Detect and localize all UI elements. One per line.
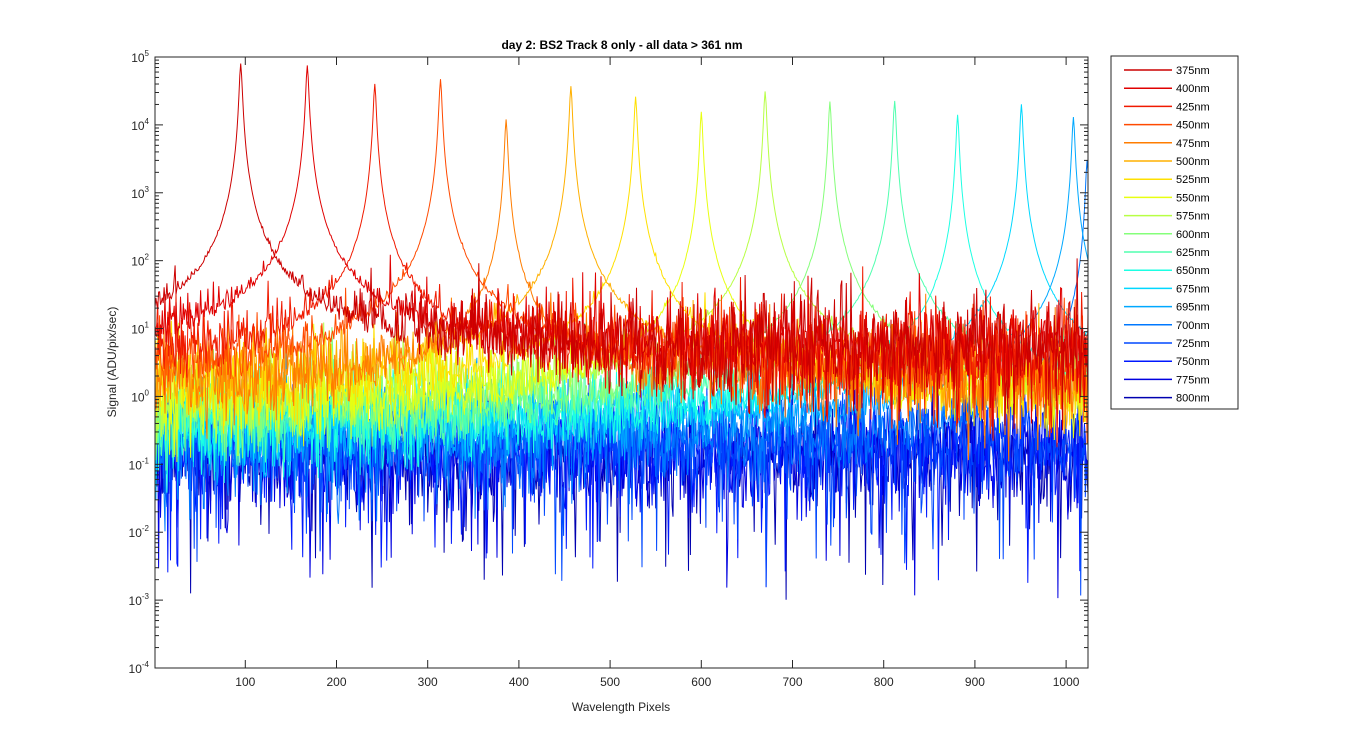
x-tick-label: 400 [509,675,529,689]
y-tick-label: 10-1 [129,456,150,472]
legend-label-575nm: 575nm [1176,211,1210,223]
x-tick-label: 300 [418,675,438,689]
y-tick-label: 100 [131,388,149,404]
legend-label-675nm: 675nm [1176,283,1210,295]
x-tick-label: 700 [782,675,802,689]
legend: 375nm 400nm 425nm 450nm 475nm 500nm 525nm 550nm… [1110,55,1239,410]
legend-label-725nm: 725nm [1176,338,1210,350]
x-tick-label: 100 [235,675,255,689]
y-tick-label: 104 [131,117,149,133]
legend-label-550nm: 550nm [1176,192,1210,204]
series-line-775nm [154,348,1089,599]
legend-label-625nm: 625nm [1176,247,1210,259]
legend-label-450nm: 450nm [1176,120,1210,132]
y-tick-label: 105 [131,49,149,65]
x-tick-label: 800 [874,675,894,689]
legend-box [1110,55,1239,410]
legend-label-695nm: 695nm [1176,302,1210,314]
legend-label-525nm: 525nm [1176,174,1210,186]
legend-label-650nm: 650nm [1176,265,1210,277]
x-tick-label: 500 [600,675,620,689]
y-tick-label: 101 [131,321,149,337]
axes-layer: 100 200 300 400 500 600 700 800 900 1000 105 104 103… [129,49,1088,689]
legend-label-425nm: 425nm [1176,101,1210,113]
y-tick-label: 10-3 [129,592,150,608]
y-axis-label: Signal (ADU/pix/sec) [105,307,119,418]
series-layer [154,63,1089,600]
x-tick-label: 200 [326,675,346,689]
y-tick-label: 10-4 [129,660,150,676]
y-tick-label: 103 [131,185,149,201]
x-tick-label: 1000 [1053,675,1080,689]
series-line-695nm [154,116,1089,500]
legend-label-775nm: 775nm [1176,374,1210,386]
x-axis-label: Wavelength Pixels [572,700,670,714]
legend-label-400nm: 400nm [1176,83,1210,95]
legend-label-375nm: 375nm [1176,65,1210,77]
chart-title: day 2: BS2 Track 8 only - all data > 361… [501,38,742,52]
x-tick-label: 600 [691,675,711,689]
series-line-375nm [154,63,1089,431]
plot-frame [154,56,1089,669]
legend-label-475nm: 475nm [1176,138,1210,150]
legend-label-500nm: 500nm [1176,156,1210,168]
y-tick-label: 10-2 [129,524,150,540]
legend-label-750nm: 750nm [1176,356,1210,368]
legend-label-700nm: 700nm [1176,320,1210,332]
legend-label-800nm: 800nm [1176,393,1210,405]
y-tick-label: 102 [131,253,149,269]
x-tick-label: 900 [965,675,985,689]
legend-label-600nm: 600nm [1176,229,1210,241]
